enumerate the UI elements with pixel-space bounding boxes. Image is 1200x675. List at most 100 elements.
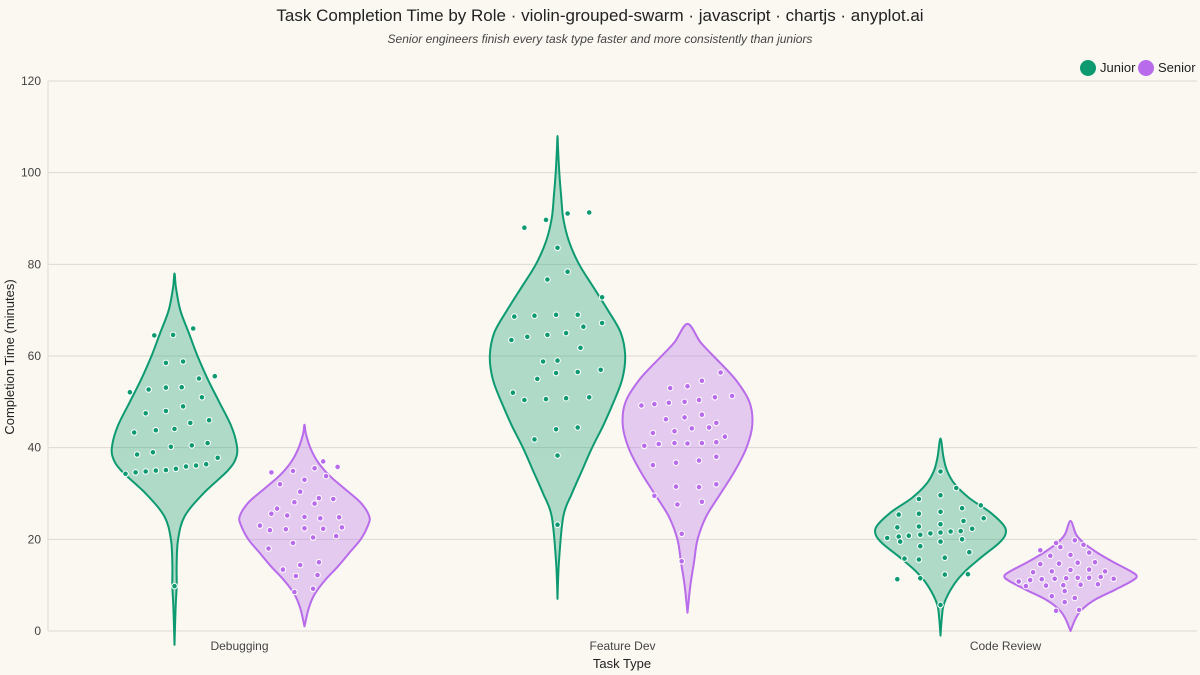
- swarm-point: [204, 439, 211, 447]
- swarm-point: [132, 469, 139, 476]
- swarm-point: [651, 492, 658, 500]
- swarm-point: [268, 510, 275, 518]
- swarm-point: [598, 319, 606, 327]
- swarm-point: [681, 398, 688, 406]
- swarm-point: [671, 439, 678, 447]
- swarm-point: [167, 443, 175, 451]
- swarm-point: [1052, 607, 1060, 615]
- swarm-point: [649, 429, 657, 437]
- swarm-point: [152, 427, 160, 434]
- violin-senior-code-review: [1003, 520, 1138, 632]
- grid-lines: [47, 80, 1197, 632]
- swarm-point: [178, 383, 185, 391]
- swarm-point: [1094, 581, 1102, 588]
- swarm-point: [265, 545, 272, 552]
- swarm-point: [1067, 566, 1074, 574]
- swarm-point: [688, 425, 696, 432]
- legend-swatch: [1080, 60, 1096, 76]
- swarm-point: [695, 457, 703, 464]
- swarm-point: [338, 524, 346, 531]
- legend[interactable]: Junior Senior: [1080, 60, 1196, 76]
- swarm-point: [279, 566, 287, 573]
- y-tick-label: 100: [21, 166, 41, 180]
- swarm-point: [564, 210, 571, 217]
- swarm-point: [521, 224, 528, 231]
- swarm-point: [960, 517, 967, 525]
- swarm-point: [1060, 581, 1067, 589]
- swarm-point: [1075, 606, 1083, 614]
- swarm-point: [915, 495, 923, 503]
- swarm-point: [1048, 568, 1056, 575]
- swarm-point: [681, 414, 688, 421]
- swarm-point: [282, 526, 290, 533]
- swarm-point: [145, 386, 152, 393]
- swarm-point: [531, 312, 538, 320]
- swarm-point: [915, 556, 923, 563]
- swarm-point: [977, 502, 985, 509]
- swarm-point: [1091, 559, 1099, 566]
- swarm-point: [1052, 539, 1060, 547]
- swarm-point: [171, 582, 178, 590]
- swarm-point: [317, 515, 324, 522]
- swarm-point: [580, 323, 587, 331]
- legend-item-junior[interactable]: Junior: [1080, 60, 1136, 76]
- swarm-point: [666, 384, 674, 392]
- swarm-point: [937, 492, 944, 499]
- swarm-point: [211, 372, 219, 380]
- swarm-point: [695, 483, 703, 491]
- swarm-point: [179, 403, 187, 410]
- swarm-point: [508, 336, 515, 344]
- swarm-point: [142, 468, 149, 475]
- swarm-point: [968, 525, 976, 533]
- swarm-point: [1074, 559, 1081, 567]
- swarm-point: [665, 399, 673, 407]
- swarm-point: [521, 396, 528, 404]
- swarm-point: [937, 538, 944, 545]
- swarm-point: [1048, 592, 1056, 600]
- swarm-point: [1037, 547, 1044, 554]
- swarm-point: [268, 469, 275, 476]
- swarm-point: [883, 534, 891, 542]
- swarm-point: [534, 375, 541, 383]
- swarm-point: [711, 394, 719, 401]
- swarm-point: [562, 394, 570, 402]
- swarm-point: [188, 442, 196, 449]
- violin-junior-debugging: [110, 272, 239, 646]
- swarm-point: [162, 384, 170, 391]
- swarm-point: [542, 216, 550, 224]
- swarm-point: [202, 460, 210, 468]
- swarm-point: [531, 436, 538, 443]
- swarm-point: [1037, 560, 1044, 568]
- swarm-point: [713, 438, 720, 446]
- swarm-point: [309, 585, 317, 593]
- swarm-point: [905, 532, 913, 540]
- swarm-point: [672, 483, 680, 490]
- swarm-point: [896, 538, 904, 545]
- swarm-point: [1061, 587, 1068, 595]
- swarm-point: [937, 520, 944, 528]
- y-tick-label: 120: [21, 74, 41, 88]
- swarm-point: [315, 494, 323, 502]
- x-tick-label: Feature Dev: [589, 639, 655, 653]
- swarm-point: [552, 369, 560, 377]
- y-tick-label: 0: [34, 624, 41, 638]
- legend-item-senior[interactable]: Senior: [1138, 60, 1196, 76]
- x-axis-title: Task Type: [593, 656, 651, 671]
- swarm-point: [638, 402, 645, 409]
- swarm-point: [713, 481, 720, 488]
- swarm-point: [649, 461, 657, 469]
- y-tick-label: 80: [28, 257, 42, 271]
- swarm-point: [698, 498, 706, 506]
- swarm-point: [958, 536, 966, 543]
- legend-label: Junior: [1100, 60, 1136, 75]
- swarm-point: [937, 601, 944, 609]
- swarm-point: [309, 534, 317, 541]
- swarm-point: [598, 294, 606, 301]
- y-axis-ticks: 0 20 40 60 80 100 120: [21, 74, 41, 638]
- swarm-point: [662, 416, 670, 423]
- swarm-point: [1062, 575, 1070, 582]
- swarm-point: [698, 439, 706, 447]
- swarm-point: [947, 528, 954, 535]
- swarm-point: [542, 395, 550, 403]
